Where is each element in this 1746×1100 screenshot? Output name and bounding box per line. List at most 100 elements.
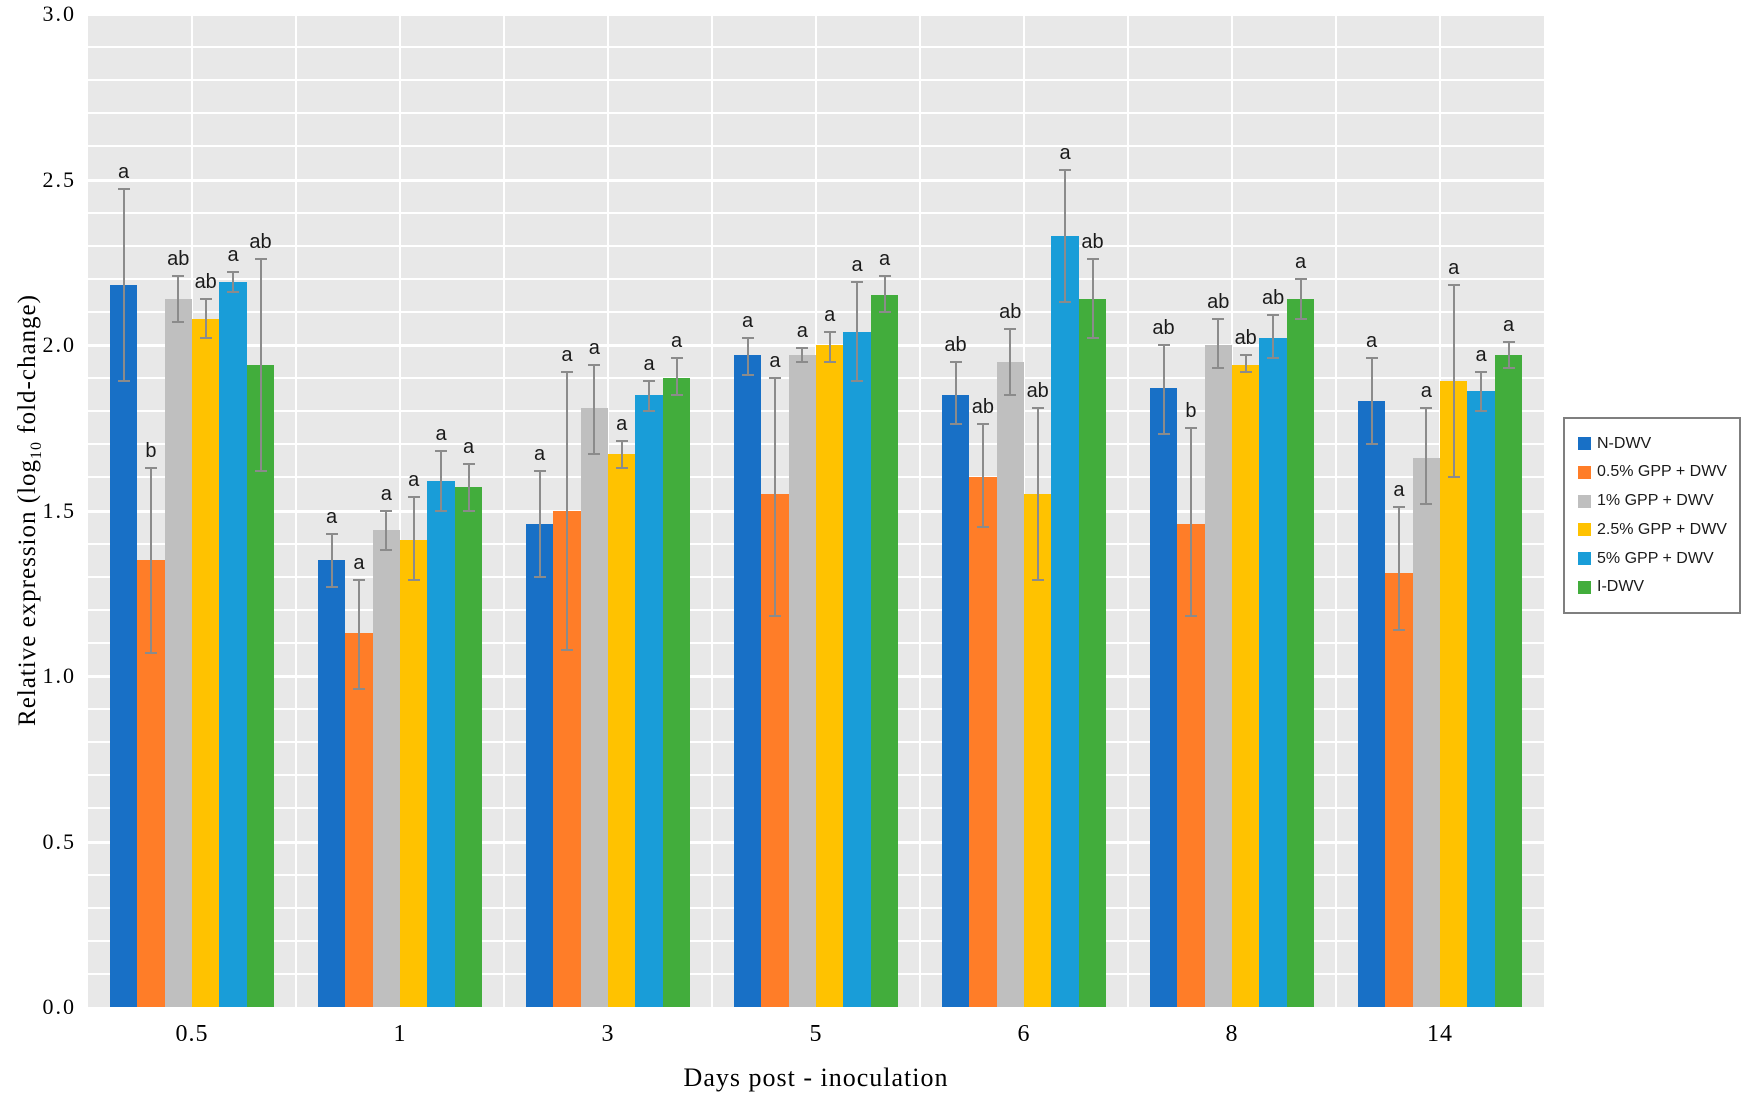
error-bar <box>122 189 125 382</box>
error-bar-cap <box>976 423 989 426</box>
bar-5% GPP + DWV-day-8 <box>1259 338 1287 1007</box>
error-bar-cap <box>407 496 420 499</box>
error-bar-cap <box>533 575 546 578</box>
bar-2.5% GPP + DWV-day-0.5 <box>192 318 220 1007</box>
significance-letter: a <box>353 552 365 574</box>
error-bar <box>620 441 623 468</box>
error-bar <box>773 378 776 617</box>
error-bar-cap <box>1267 314 1280 317</box>
bar-2.5% GPP + DWV-day-3 <box>608 454 636 1007</box>
error-bar-cap <box>796 360 809 363</box>
legend-label: 2.5% GPP + DWV <box>1597 520 1727 538</box>
error-bar-cap <box>254 257 267 260</box>
legend-label: N-DWV <box>1597 434 1652 452</box>
significance-letter: a <box>769 350 781 373</box>
significance-letter: b <box>145 439 157 462</box>
error-bar <box>1272 315 1275 359</box>
error-bar <box>1299 278 1302 319</box>
error-bar-cap <box>1157 433 1170 436</box>
bar-N-DWV-day-1 <box>317 560 346 1007</box>
error-bar-cap <box>1059 301 1072 303</box>
error-bar <box>1244 354 1247 372</box>
bar-I-DWV-day-8 <box>1286 298 1315 1007</box>
significance-letter: ab <box>194 270 217 293</box>
error-bar <box>204 298 207 339</box>
bar-1% GPP + DWV-day-6 <box>996 361 1024 1007</box>
error-bar-cap <box>588 363 601 366</box>
significance-letter: a <box>851 254 863 277</box>
legend-swatch <box>1578 437 1591 451</box>
error-bar-cap <box>1157 344 1170 346</box>
error-bar <box>1480 371 1483 412</box>
plot-area: a a a a ab ab a b a a a ab b a ab a a a ab ab a ab a a a ab ab a a a a… <box>88 14 1544 1007</box>
vertical-gridline <box>399 14 401 1007</box>
error-bar-cap <box>823 330 836 333</box>
bar-2.5% GPP + DWV-day-5 <box>816 345 844 1007</box>
error-bar <box>1091 258 1094 339</box>
error-bar-cap <box>1004 327 1017 330</box>
x-tick-label: 6 <box>1017 1021 1031 1047</box>
error-bar-cap <box>380 509 393 512</box>
significance-letter: ab <box>1081 230 1104 253</box>
error-bar <box>385 510 388 551</box>
legend-label: 5% GPP + DWV <box>1597 549 1714 567</box>
error-bar-cap <box>1502 340 1515 343</box>
bar-5% GPP + DWV-day-0.5 <box>219 282 247 1007</box>
error-bar <box>330 533 333 587</box>
error-bar <box>467 464 470 511</box>
significance-letter: a <box>380 482 392 505</box>
significance-letter: a <box>1502 313 1515 336</box>
significance-letter: a <box>643 353 655 376</box>
significance-letter: a <box>561 343 573 366</box>
error-bar <box>675 358 678 395</box>
error-bar <box>1009 328 1012 395</box>
error-bar-cap <box>462 509 475 512</box>
error-bar-cap <box>1184 426 1197 429</box>
error-bar <box>954 361 957 425</box>
bar-1% GPP + DWV-day-5 <box>788 354 816 1007</box>
legend-item: 0.5% GPP + DWV <box>1578 464 1739 480</box>
vertical-gridline <box>1335 14 1337 1007</box>
error-bar-cap <box>325 585 338 588</box>
legend-item: N-DWV <box>1578 434 1739 452</box>
bar-5% GPP + DWV-day-5 <box>843 331 871 1007</box>
error-bar-cap <box>1086 257 1099 260</box>
error-bar-cap <box>462 463 475 466</box>
bar-N-DWV-day-5 <box>733 354 762 1007</box>
error-bar-cap <box>199 297 212 300</box>
vertical-gridline <box>503 14 505 1007</box>
error-bar-cap <box>741 373 754 376</box>
error-bar-cap <box>1502 367 1515 370</box>
error-bar <box>1162 345 1165 435</box>
error-bar-cap <box>670 393 683 396</box>
error-bar-cap <box>144 651 157 654</box>
error-bar-cap <box>949 423 962 426</box>
x-tick-label: 3 <box>601 1021 615 1047</box>
error-bar <box>1397 507 1400 630</box>
x-tick-label: 5 <box>809 1021 823 1047</box>
bar-N-DWV-day-3 <box>525 523 554 1007</box>
y-tick-label: 0.5 <box>42 828 76 854</box>
error-bar <box>177 275 180 322</box>
error-bar-cap <box>1447 476 1460 479</box>
error-bar <box>565 371 568 650</box>
error-bar <box>149 467 152 653</box>
error-bar-cap <box>560 370 573 373</box>
legend-swatch <box>1578 494 1591 508</box>
error-bar-cap <box>117 380 130 383</box>
significance-letter: a <box>533 442 546 465</box>
error-bar-cap <box>878 274 891 277</box>
error-bar-cap <box>1239 353 1252 356</box>
significance-letter: a <box>227 244 239 267</box>
error-bar-cap <box>407 579 420 581</box>
significance-letter: a <box>1365 330 1378 353</box>
error-bar <box>232 272 235 293</box>
error-bar <box>538 470 541 577</box>
x-tick-label: 8 <box>1225 1021 1239 1047</box>
error-bar-cap <box>1239 370 1252 373</box>
error-bar <box>1507 341 1510 369</box>
significance-letter: ab <box>1234 326 1257 349</box>
legend-item: 2.5% GPP + DWV <box>1578 520 1739 538</box>
bar-0.5% GPP + DWV-day-14 <box>1385 573 1413 1007</box>
